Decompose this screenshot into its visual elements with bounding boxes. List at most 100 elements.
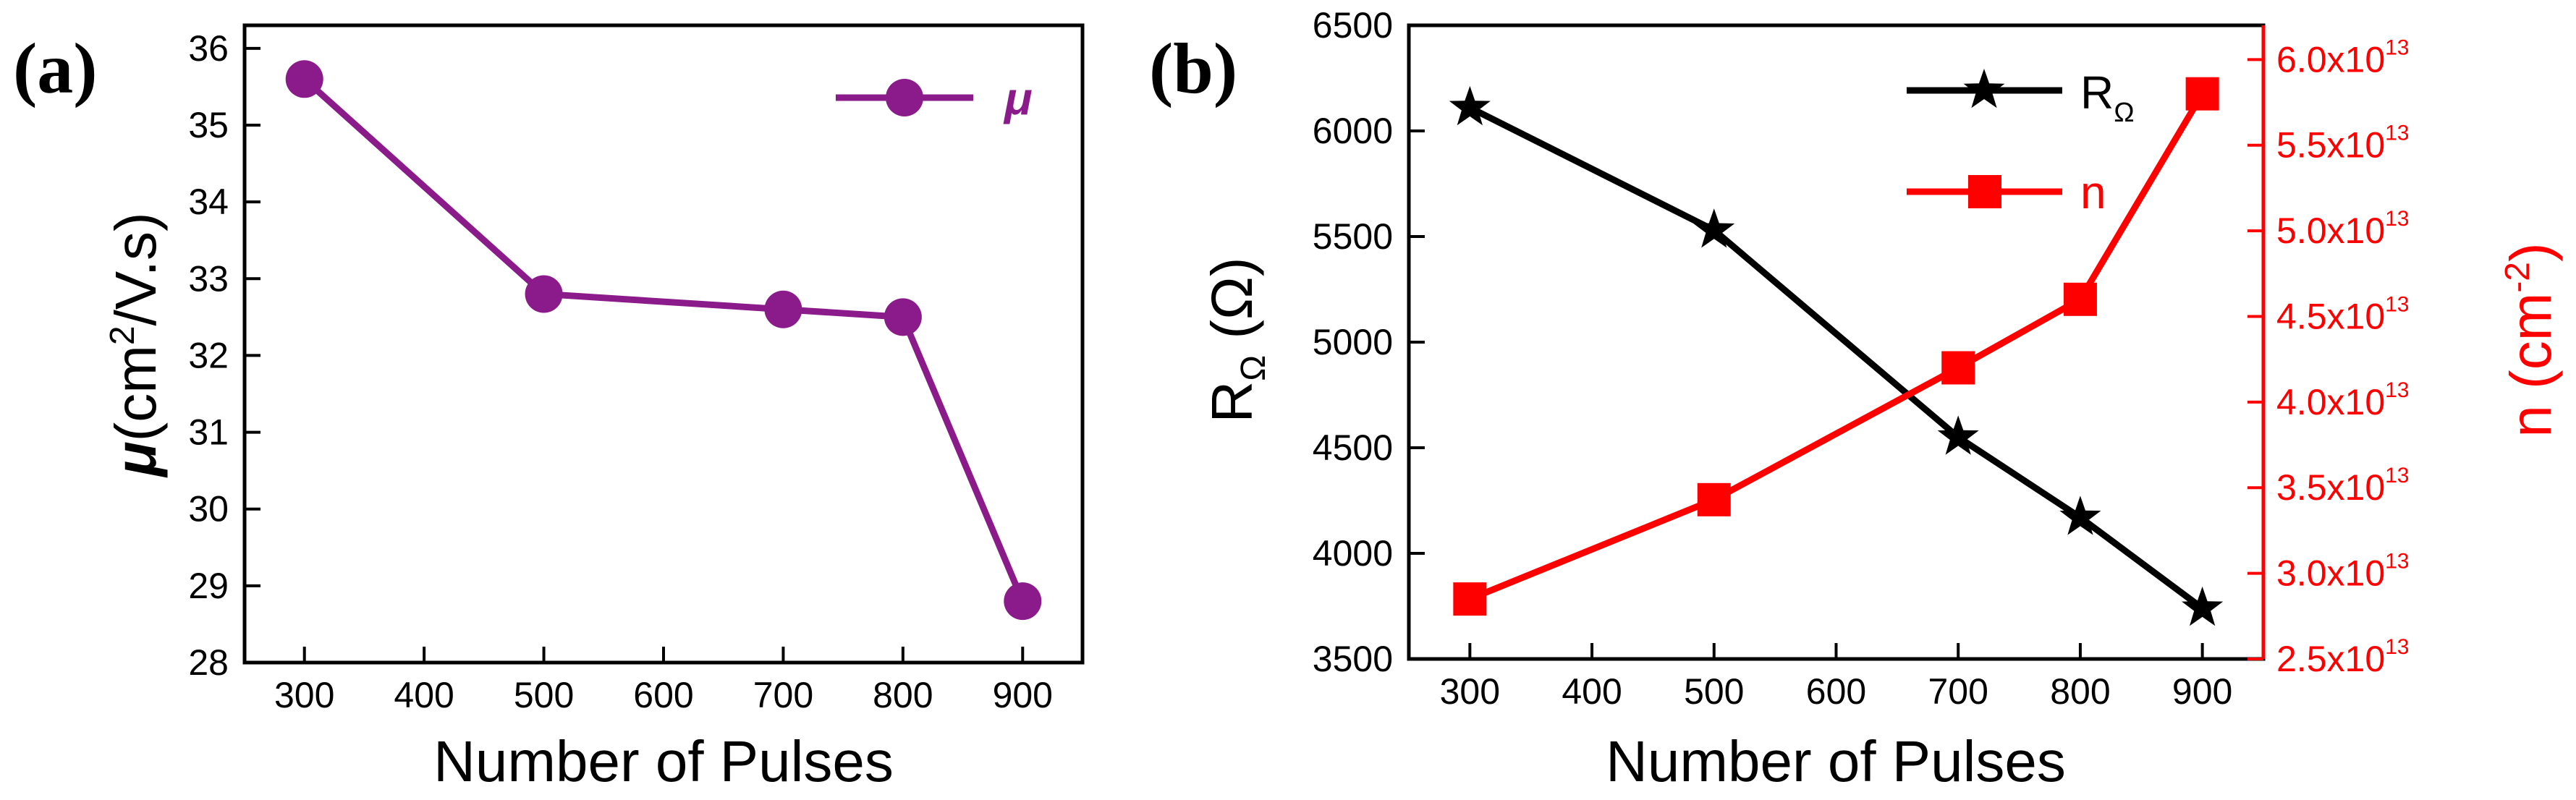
panel-a-y-label-sup: 2 <box>103 325 142 345</box>
right-tick-mantissa: 5.5x10 <box>2276 125 2385 166</box>
right-tick-exponent: 13 <box>2385 635 2409 659</box>
right-tick-mantissa: 4.5x10 <box>2276 296 2385 336</box>
panel-b-left-y-label-text: R <box>1200 381 1264 423</box>
panel-b-x-tick-label: 900 <box>2172 671 2232 712</box>
right-tick-exponent: 13 <box>2385 464 2409 488</box>
carrier-marker <box>1941 351 1975 385</box>
right-tick-mantissa: 6.0x10 <box>2276 39 2385 80</box>
panel-b-left-y-tick-label: 6000 <box>1313 111 1393 151</box>
right-tick-mantissa: 5.0x10 <box>2276 210 2385 251</box>
panel-a-legend: μ <box>836 72 1033 124</box>
panel-b-left-y-ticks: 3500 4000 4500 5000 5500 6000 6500 <box>1313 5 1425 679</box>
panel-a-y-tick-label: 29 <box>188 566 229 606</box>
series-mu-line <box>302 76 1026 603</box>
panel-b-frame <box>1407 23 2266 661</box>
panel-a-x-tick-label: 500 <box>514 675 574 715</box>
resistance-marker <box>1693 208 1735 248</box>
right-tick-exponent: 13 <box>2385 122 2409 145</box>
legend-resistance-label-sub: Ω <box>2114 98 2134 128</box>
panel-b-right-y-tick-label: 2.5x1013 <box>2276 635 2410 679</box>
carrier-marker <box>1453 582 1487 616</box>
panel-a-y-tick-label: 31 <box>188 412 229 453</box>
carrier-marker <box>2185 77 2219 111</box>
panel-b-right-y-tick-label: 4.0x1013 <box>2276 378 2410 422</box>
panel-b-x-tick-label: 400 <box>1562 671 1622 712</box>
panel-a-label: (a) <box>13 28 98 108</box>
right-tick-exponent: 13 <box>2385 35 2409 59</box>
panel-a-x-ticks: 300 400 500 600 700 800 900 <box>274 647 1053 715</box>
panel-a-y-tick-label: 33 <box>188 258 229 299</box>
panel-a-y-tick-label: 36 <box>188 28 229 69</box>
legend-resistance-label-main: R <box>2080 67 2114 119</box>
panel-b-x-tick-label: 600 <box>1806 671 1866 712</box>
legend-carrier-marker <box>1968 175 2001 208</box>
panel-b-right-y-axis-label: n (cm-2) <box>2499 242 2563 437</box>
panel-b-left-y-tick-label: 5000 <box>1313 322 1393 362</box>
panel-b-right-y-label-text: n (cm <box>2499 293 2563 438</box>
series-resistance-markers <box>1449 85 2224 626</box>
panel-b-right-y-ticks: 2.5x10133.0x10133.5x10134.0x10134.5x1013… <box>2247 35 2410 679</box>
legend-mu-marker <box>886 79 923 116</box>
panel-b-left-y-tick-label: 3500 <box>1313 639 1393 679</box>
right-tick-exponent: 13 <box>2385 292 2409 316</box>
panel-b-x-tick-label: 800 <box>2050 671 2110 712</box>
mu-marker <box>525 275 563 313</box>
panel-b-x-tick-label: 300 <box>1440 671 1500 712</box>
legend-resistance-marker <box>1963 69 2005 108</box>
resistance-marker <box>1449 85 1491 126</box>
mu-marker <box>1004 582 1042 621</box>
panel-a-y-ticks: 28 29 30 31 32 33 34 35 36 <box>188 28 260 683</box>
panel-b-right-y-label-tail: ) <box>2499 242 2563 262</box>
panel-a-y-axis-label: μ(cm2/V.s) <box>103 212 168 477</box>
panel-b-left-y-label-sub: Ω <box>1234 355 1273 381</box>
panel-a-y-tick-label: 35 <box>188 105 229 145</box>
legend-mu-label: μ <box>1003 72 1033 124</box>
legend-carrier-label: n <box>2080 166 2106 218</box>
panel-b-left-y-tick-label: 6500 <box>1313 5 1393 46</box>
panel-a-y-tick-label: 30 <box>188 489 229 529</box>
panel-a-frame <box>242 23 1085 665</box>
carrier-marker <box>2063 282 2097 316</box>
panel-a-y-tick-label: 28 <box>188 642 229 683</box>
panel-b-right-y-label-sup: -2 <box>2499 262 2537 293</box>
mu-marker <box>764 290 802 328</box>
right-tick-mantissa: 2.5x10 <box>2276 639 2385 679</box>
panel-b-x-axis-label: Number of Pulses <box>1606 729 2066 793</box>
legend-resistance-label: RΩ <box>2080 67 2135 128</box>
panel-b-left-y-tick-label: 5500 <box>1313 216 1393 257</box>
carrier-marker <box>1697 482 1731 516</box>
panel-a-x-tick-label: 300 <box>274 675 334 715</box>
mu-marker <box>285 60 323 98</box>
panel-b-right-y-tick-label: 4.5x1013 <box>2276 292 2410 336</box>
panel-a-x-tick-label: 600 <box>633 675 693 715</box>
right-tick-mantissa: 4.0x10 <box>2276 382 2385 422</box>
panel-b: (b) 300 400 500 600 700 800 900 3500 4000 4500 50… <box>1149 5 2563 793</box>
panel-b-label: (b) <box>1149 28 1237 108</box>
right-tick-exponent: 13 <box>2385 378 2409 402</box>
panel-b-left-y-tick-label: 4000 <box>1313 533 1393 574</box>
panel-a-x-axis-label: Number of Pulses <box>433 729 894 793</box>
right-tick-mantissa: 3.0x10 <box>2276 553 2385 594</box>
panel-a-y-label-symbol: μ <box>103 441 168 477</box>
panel-b-left-y-label-tail: (Ω) <box>1200 258 1264 355</box>
panel-a: (a) 300 400 500 600 700 800 900 28 29 30 31 32 33 34… <box>13 23 1085 793</box>
resistance-marker <box>2182 586 2224 626</box>
series-mu-markers <box>285 60 1042 621</box>
panel-b-x-ticks: 300 400 500 600 700 800 900 <box>1440 643 2232 712</box>
panel-b-right-y-tick-label: 6.0x1013 <box>2276 35 2410 80</box>
panel-a-x-tick-label: 800 <box>873 675 933 715</box>
panel-b-left-y-axis-label: RΩ (Ω) <box>1200 258 1273 423</box>
right-tick-exponent: 13 <box>2385 207 2409 231</box>
series-carrier-markers <box>1453 77 2219 616</box>
panel-a-x-tick-label: 700 <box>753 675 813 715</box>
panel-b-left-y-tick-label: 4500 <box>1313 427 1393 468</box>
right-tick-exponent: 13 <box>2385 550 2409 574</box>
resistance-marker <box>1937 415 1979 455</box>
panel-b-right-y-tick-label: 5.0x1013 <box>2276 207 2410 251</box>
panel-b-legend: RΩ n <box>1907 67 2135 218</box>
panel-b-x-tick-label: 500 <box>1684 671 1744 712</box>
panel-a-x-tick-label: 900 <box>993 675 1053 715</box>
panel-b-right-y-tick-label: 3.0x1013 <box>2276 550 2410 594</box>
panel-b-right-y-tick-label: 3.5x1013 <box>2276 464 2410 508</box>
